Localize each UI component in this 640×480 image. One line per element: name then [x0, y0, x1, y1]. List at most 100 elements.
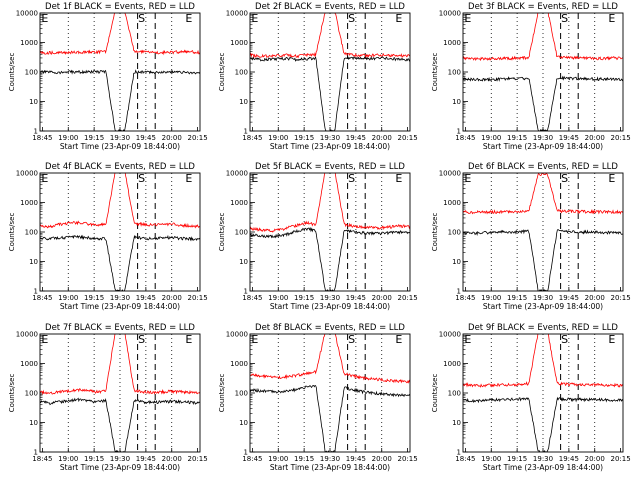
x-tick-label: 20:15 [188, 134, 208, 142]
y-tick-label: 1000 [20, 360, 38, 368]
plot-frame [462, 172, 624, 292]
chart-panel: 18:45 19:00 19:15 19:30 19:45 20:00 20:15 1 10 10… [8, 323, 208, 472]
interval-marker: E [608, 12, 615, 25]
interval-marker: E [464, 12, 471, 25]
x-tick-label: 19:00 [58, 134, 78, 142]
x-tick-label: 20:00 [372, 455, 392, 463]
x-tick-label: 19:15 [507, 294, 527, 302]
x-tick-label: 19:30 [110, 134, 130, 142]
x-tick-label: 20:00 [585, 455, 605, 463]
y-tick-label: 10000 [226, 170, 248, 178]
chart-title: Det 4f BLACK = Events, RED = LLD [45, 162, 195, 172]
y-tick-label: 100 [25, 390, 38, 398]
y-tick-label: 1 [244, 128, 248, 136]
interval-marker: S [561, 333, 568, 346]
y-tick-label: 1 [457, 128, 461, 136]
x-tick-label: 19:15 [84, 455, 104, 463]
x-tick-label: 19:15 [294, 134, 314, 142]
interval-marker: E [41, 12, 48, 25]
chart-title: Det 2f BLACK = Events, RED = LLD [255, 2, 405, 12]
series-line [463, 75, 623, 131]
x-tick-label: 20:15 [398, 294, 418, 302]
x-tick-label: 19:45 [136, 134, 156, 142]
series-line [463, 334, 623, 388]
series-line [250, 385, 410, 452]
interval-marker: E [185, 12, 192, 25]
y-axis-label: Counts/sec [431, 374, 439, 413]
x-tick-label: 18:45 [242, 134, 262, 142]
x-tick-label: 19:30 [533, 134, 553, 142]
x-tick-label: 19:30 [533, 455, 553, 463]
series-line [250, 226, 410, 291]
chart-title: Det 6f BLACK = Events, RED = LLD [468, 162, 618, 172]
chart-title: Det 8f BLACK = Events, RED = LLD [255, 323, 405, 333]
y-tick-label: 1 [34, 128, 38, 136]
y-tick-label: 10000 [16, 331, 38, 339]
y-tick-label: 100 [235, 69, 248, 77]
x-axis-label: Start Time (23-Apr-09 18:44:00) [270, 142, 390, 151]
x-tick-label: 19:45 [559, 134, 579, 142]
x-tick-label: 18:45 [242, 294, 262, 302]
plot-frame [462, 12, 624, 132]
x-tick-label: 20:15 [398, 455, 418, 463]
interval-marker: E [395, 172, 402, 185]
plot-frame [39, 12, 201, 132]
x-tick-label: 20:00 [162, 294, 182, 302]
x-tick-label: 20:00 [162, 455, 182, 463]
y-tick-label: 100 [235, 229, 248, 237]
series-line [463, 173, 623, 215]
interval-marker: E [251, 172, 258, 185]
x-axis-label: Start Time (23-Apr-09 18:44:00) [483, 302, 603, 311]
x-tick-label: 19:15 [84, 134, 104, 142]
x-tick-label: 20:00 [372, 294, 392, 302]
series-line [250, 13, 410, 59]
x-tick-label: 19:15 [294, 455, 314, 463]
x-tick-label: 19:45 [346, 134, 366, 142]
interval-marker: E [464, 172, 471, 185]
y-axis-label: Counts/sec [431, 53, 439, 92]
y-tick-label: 100 [448, 229, 461, 237]
x-tick-label: 19:45 [559, 294, 579, 302]
y-axis-label: Counts/sec [8, 53, 16, 92]
interval-marker: E [251, 333, 258, 346]
x-tick-label: 20:15 [611, 134, 631, 142]
series-line [40, 173, 200, 229]
y-tick-label: 1000 [443, 360, 461, 368]
x-tick-label: 18:45 [455, 134, 475, 142]
x-tick-label: 18:45 [32, 294, 52, 302]
x-tick-label: 20:00 [585, 294, 605, 302]
y-tick-label: 10000 [439, 10, 461, 18]
y-tick-label: 10 [29, 258, 38, 266]
interval-marker: S [561, 12, 568, 25]
x-tick-label: 19:00 [268, 455, 288, 463]
x-axis-label: Start Time (23-Apr-09 18:44:00) [483, 142, 603, 151]
x-tick-label: 19:00 [268, 134, 288, 142]
y-tick-label: 10000 [439, 170, 461, 178]
y-tick-label: 10000 [439, 331, 461, 339]
y-tick-label: 10000 [226, 10, 248, 18]
y-tick-label: 10 [29, 419, 38, 427]
chart-panel: 18:45 19:00 19:15 19:30 19:45 20:00 20:15 1 10 10… [431, 323, 631, 472]
chart-panel: 18:45 19:00 19:15 19:30 19:45 20:00 20:15 1 10 10… [218, 2, 418, 151]
chart-panel: 18:45 19:00 19:15 19:30 19:45 20:00 20:15 1 10 10… [431, 162, 631, 311]
y-tick-label: 10000 [226, 331, 248, 339]
x-tick-label: 19:15 [294, 294, 314, 302]
y-axis-label: Counts/sec [8, 213, 16, 252]
x-tick-label: 19:45 [346, 294, 366, 302]
interval-marker: S [348, 172, 355, 185]
interval-marker: S [348, 12, 355, 25]
x-tick-label: 19:00 [481, 455, 501, 463]
interval-marker: E [251, 12, 258, 25]
y-tick-label: 10 [239, 419, 248, 427]
x-tick-label: 19:00 [481, 134, 501, 142]
y-tick-label: 1000 [443, 199, 461, 207]
interval-marker: E [395, 333, 402, 346]
interval-marker: E [185, 172, 192, 185]
x-tick-label: 18:45 [32, 134, 52, 142]
y-tick-label: 1000 [230, 199, 248, 207]
x-tick-label: 19:15 [84, 294, 104, 302]
x-axis-label: Start Time (23-Apr-09 18:44:00) [270, 302, 390, 311]
plot-frame [249, 12, 411, 132]
y-axis-label: Counts/sec [431, 213, 439, 252]
y-tick-label: 10000 [16, 10, 38, 18]
